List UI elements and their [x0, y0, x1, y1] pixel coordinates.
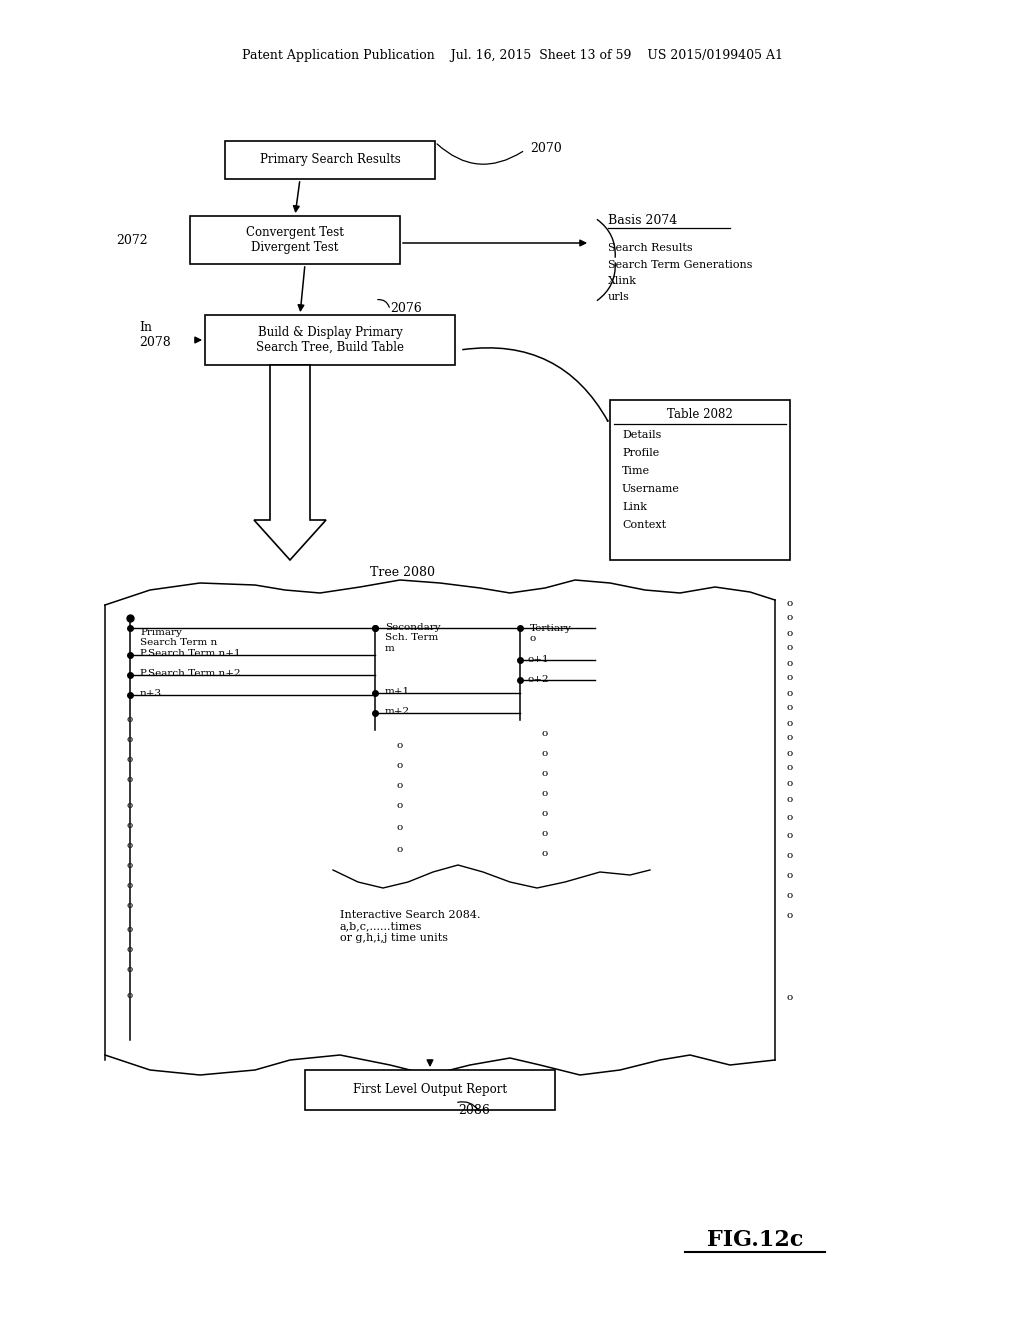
Text: o: o — [397, 846, 403, 854]
Text: 2076: 2076 — [390, 301, 422, 314]
Text: o: o — [542, 748, 548, 758]
Text: o: o — [786, 598, 794, 607]
Text: o: o — [786, 614, 794, 623]
Bar — [190, 216, 400, 264]
Text: 2070: 2070 — [530, 141, 562, 154]
Text: o: o — [786, 628, 794, 638]
FancyArrowPatch shape — [463, 348, 608, 421]
Text: o: o — [397, 800, 403, 809]
Text: o: o — [786, 718, 794, 727]
Text: o: o — [542, 829, 548, 837]
Text: Details: Details — [622, 430, 662, 440]
Text: o: o — [127, 715, 133, 725]
Text: o: o — [786, 911, 794, 920]
Text: o: o — [786, 734, 794, 742]
Text: o: o — [786, 689, 794, 697]
Text: Link: Link — [622, 502, 647, 512]
Text: o: o — [542, 849, 548, 858]
Polygon shape — [254, 366, 326, 560]
FancyArrowPatch shape — [378, 300, 389, 308]
Text: o: o — [127, 990, 133, 999]
Text: o: o — [786, 763, 794, 772]
Text: Primary
Search Term n: Primary Search Term n — [140, 628, 217, 647]
Text: Patent Application Publication    Jul. 16, 2015  Sheet 13 of 59    US 2015/01994: Patent Application Publication Jul. 16, … — [242, 49, 782, 62]
Text: o: o — [127, 776, 133, 784]
Text: o: o — [786, 796, 794, 804]
Text: Build & Display Primary
Search Tree, Build Table: Build & Display Primary Search Tree, Bui… — [256, 326, 404, 354]
Text: o: o — [127, 965, 133, 974]
FancyArrowPatch shape — [458, 1102, 478, 1110]
Text: Primary Search Results: Primary Search Results — [260, 153, 400, 166]
Text: o+1: o+1 — [528, 656, 550, 664]
Text: o: o — [397, 741, 403, 750]
Text: Search Results: Search Results — [608, 243, 692, 253]
Text: o: o — [786, 870, 794, 879]
Text: o: o — [786, 748, 794, 758]
Text: FIG.12c: FIG.12c — [707, 1229, 803, 1251]
Text: o: o — [786, 994, 794, 1002]
Text: Profile: Profile — [622, 447, 659, 458]
Text: o: o — [542, 768, 548, 777]
Text: Secondary
Sch. Term
m: Secondary Sch. Term m — [385, 623, 440, 653]
Text: o: o — [786, 659, 794, 668]
Text: First Level Output Report: First Level Output Report — [353, 1084, 507, 1097]
Text: In
2078: In 2078 — [139, 321, 171, 348]
Text: o: o — [786, 850, 794, 859]
Text: 2072: 2072 — [117, 234, 148, 247]
Text: n+3: n+3 — [140, 689, 162, 697]
Bar — [610, 400, 790, 560]
Text: o: o — [542, 729, 548, 738]
Text: 2086: 2086 — [458, 1104, 489, 1117]
Bar — [305, 1071, 555, 1110]
Text: o: o — [127, 861, 133, 870]
FancyArrowPatch shape — [437, 144, 522, 164]
Text: o: o — [397, 824, 403, 833]
Text: o: o — [397, 780, 403, 789]
Text: Convergent Test
Divergent Test: Convergent Test Divergent Test — [246, 226, 344, 253]
Text: o: o — [786, 813, 794, 822]
FancyArrowPatch shape — [597, 219, 615, 257]
Text: o: o — [127, 755, 133, 764]
Text: o: o — [127, 880, 133, 890]
Text: Interactive Search 2084.
a,b,c,......times
or g,h,i,j time units: Interactive Search 2084. a,b,c,......tim… — [340, 909, 480, 944]
Text: P.Search Term n+2: P.Search Term n+2 — [140, 668, 241, 677]
Text: Tree 2080: Tree 2080 — [370, 565, 435, 578]
Text: Table 2082: Table 2082 — [667, 408, 733, 421]
Text: P.Search Term n+1: P.Search Term n+1 — [140, 648, 241, 657]
Text: o: o — [127, 735, 133, 744]
Bar — [205, 315, 455, 366]
Text: o: o — [127, 900, 133, 909]
Text: o: o — [127, 800, 133, 809]
Text: o: o — [127, 841, 133, 850]
Text: o: o — [786, 673, 794, 682]
Text: o: o — [127, 925, 133, 935]
Text: Username: Username — [622, 484, 680, 494]
Text: o: o — [542, 808, 548, 817]
Text: m+2: m+2 — [385, 708, 411, 717]
Text: o: o — [127, 821, 133, 829]
Text: o: o — [786, 704, 794, 713]
Text: o: o — [786, 891, 794, 899]
Text: o: o — [127, 945, 133, 954]
Text: o: o — [397, 760, 403, 770]
Text: m+1: m+1 — [385, 688, 411, 697]
Text: Basis 2074: Basis 2074 — [608, 214, 677, 227]
FancyArrowPatch shape — [597, 263, 615, 301]
Text: o: o — [786, 644, 794, 652]
Text: Context: Context — [622, 520, 667, 531]
Text: Time: Time — [622, 466, 650, 477]
Text: o: o — [786, 779, 794, 788]
Text: Tertiary
o: Tertiary o — [530, 624, 571, 643]
Text: o+2: o+2 — [528, 676, 550, 685]
Text: o: o — [786, 830, 794, 840]
Text: Xlink: Xlink — [608, 276, 637, 286]
Text: Search Term Generations: Search Term Generations — [608, 260, 753, 271]
Text: urls: urls — [608, 292, 630, 302]
Bar — [225, 141, 435, 180]
Text: o: o — [542, 788, 548, 797]
